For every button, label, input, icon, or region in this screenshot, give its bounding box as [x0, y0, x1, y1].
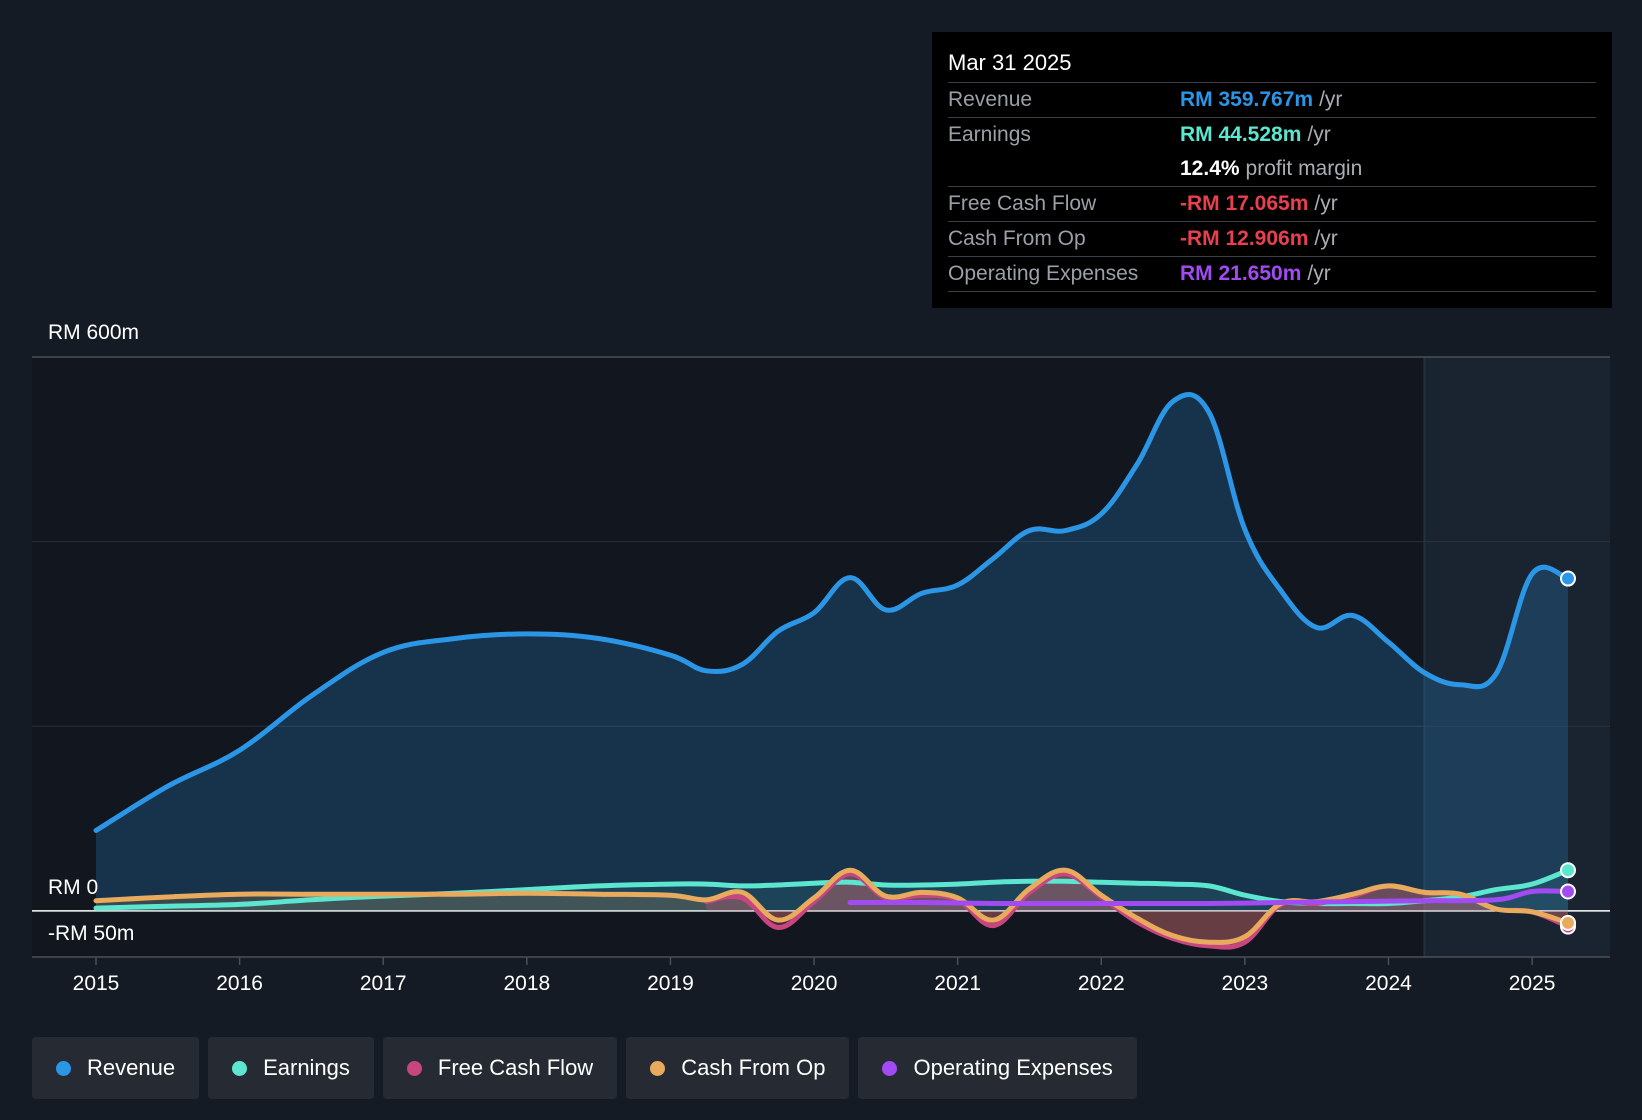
legend-label: Cash From Op	[681, 1055, 826, 1080]
tooltip-value: RM 359.767m	[1180, 88, 1314, 111]
y-label-zero: RM 0	[48, 876, 98, 899]
tooltip-label: Free Cash Flow	[948, 192, 1097, 215]
forecast-region-layer	[32, 357, 1610, 957]
legend-label: Operating Expenses	[913, 1055, 1113, 1080]
gridlines	[32, 356, 1610, 958]
x-tick-label: 2019	[647, 972, 694, 995]
revenue-line	[93, 392, 1571, 833]
history-background	[32, 357, 1425, 957]
tooltip-unit: /yr	[1307, 123, 1331, 146]
tooltip-label: Revenue	[948, 88, 1033, 111]
cash-from-op-end-marker	[1560, 914, 1576, 931]
legend: Revenue Earnings Free Cash Flow Cash Fro…	[32, 1037, 1146, 1099]
x-tick-label: 2016	[216, 972, 263, 995]
operating-expenses-end-marker	[1560, 883, 1576, 900]
y-label-bottom: -RM 50m	[48, 922, 134, 945]
operating-expenses-line	[847, 888, 1571, 907]
series-lines	[93, 392, 1571, 950]
x-tick-label: 2021	[934, 972, 981, 995]
cash-from-op-line	[93, 867, 1571, 945]
legend-label: Free Cash Flow	[437, 1055, 594, 1080]
tooltip-row-operating-expenses: Operating Expenses RM 21.650m /yr	[948, 257, 1596, 292]
legend-item-cash-from-op[interactable]: Cash From Op	[626, 1037, 850, 1099]
tooltip-value: RM 21.650m	[1180, 262, 1302, 285]
x-tick-label: 2023	[1222, 972, 1269, 995]
legend-dot-icon	[882, 1060, 898, 1076]
tooltip-value: 12.4%	[1180, 157, 1240, 180]
series-areas	[96, 394, 1568, 948]
end-markers	[1560, 570, 1576, 935]
tooltip-unit: /yr	[1314, 192, 1338, 215]
tooltip-row-earnings: Earnings RM 44.528m /yr	[948, 118, 1596, 152]
x-tick-label: 2015	[73, 972, 120, 995]
tooltip-unit: /yr	[1314, 227, 1338, 250]
tooltip-label: Operating Expenses	[948, 262, 1139, 285]
revenue-end-marker	[1560, 570, 1576, 587]
x-tick-label: 2020	[791, 972, 838, 995]
axes: RM 600m RM 0 -RM 50m	[48, 321, 139, 945]
tooltip-label: Earnings	[948, 123, 1031, 146]
earnings-end-marker	[1560, 862, 1576, 879]
legend-item-revenue[interactable]: Revenue	[32, 1037, 200, 1099]
x-axis-ticks: 2015 2016 2017 2018 2019 2020 2021 2022 2023 2024…	[73, 957, 1556, 995]
tooltip-row-revenue: Revenue RM 359.767m /yr	[948, 83, 1596, 118]
x-tick-label: 2024	[1365, 972, 1412, 995]
revenue-area	[96, 394, 1568, 911]
tooltip-date: Mar 31 2025	[948, 48, 1596, 83]
tooltip-row-profit-margin: 12.4% profit margin	[948, 152, 1596, 187]
tooltip-row-free-cash-flow: Free Cash Flow -RM 17.065m /yr	[948, 187, 1596, 222]
legend-item-operating-expenses[interactable]: Operating Expenses	[858, 1037, 1137, 1099]
free-cash-flow-area	[706, 873, 1568, 948]
legend-dot-icon	[232, 1060, 248, 1076]
tooltip-unit: profit margin	[1245, 157, 1363, 180]
earnings-area	[96, 870, 1568, 911]
legend-dot-icon	[56, 1060, 71, 1076]
legend-item-earnings[interactable]: Earnings	[208, 1037, 374, 1099]
tooltip-row-cash-from-op: Cash From Op -RM 12.906m /yr	[948, 222, 1596, 257]
legend-label: Earnings	[263, 1055, 350, 1080]
legend-label: Revenue	[87, 1055, 176, 1080]
cash-from-op-area	[96, 870, 1568, 943]
legend-item-free-cash-flow[interactable]: Free Cash Flow	[382, 1037, 618, 1099]
tooltip-value: -RM 17.065m	[1180, 192, 1309, 215]
legend-dot-icon	[406, 1060, 422, 1076]
tooltip-value: RM 44.528m	[1180, 123, 1302, 146]
tooltip-unit: /yr	[1307, 262, 1331, 285]
tooltip-panel: Mar 31 2025 Revenue RM 359.767m /yr Earn…	[932, 32, 1612, 308]
y-label-top: RM 600m	[48, 321, 139, 344]
tooltip-unit: /yr	[1319, 88, 1343, 111]
forecast-region	[1424, 357, 1610, 957]
tooltip-label	[948, 152, 1180, 186]
tooltip-value: -RM 12.906m	[1180, 227, 1309, 250]
tooltip-label: Cash From Op	[948, 227, 1086, 250]
legend-dot-icon	[650, 1060, 666, 1076]
x-tick-label: 2018	[503, 972, 550, 995]
x-tick-label: 2025	[1509, 972, 1556, 995]
x-tick-label: 2017	[360, 972, 407, 995]
x-tick-label: 2022	[1078, 972, 1125, 995]
